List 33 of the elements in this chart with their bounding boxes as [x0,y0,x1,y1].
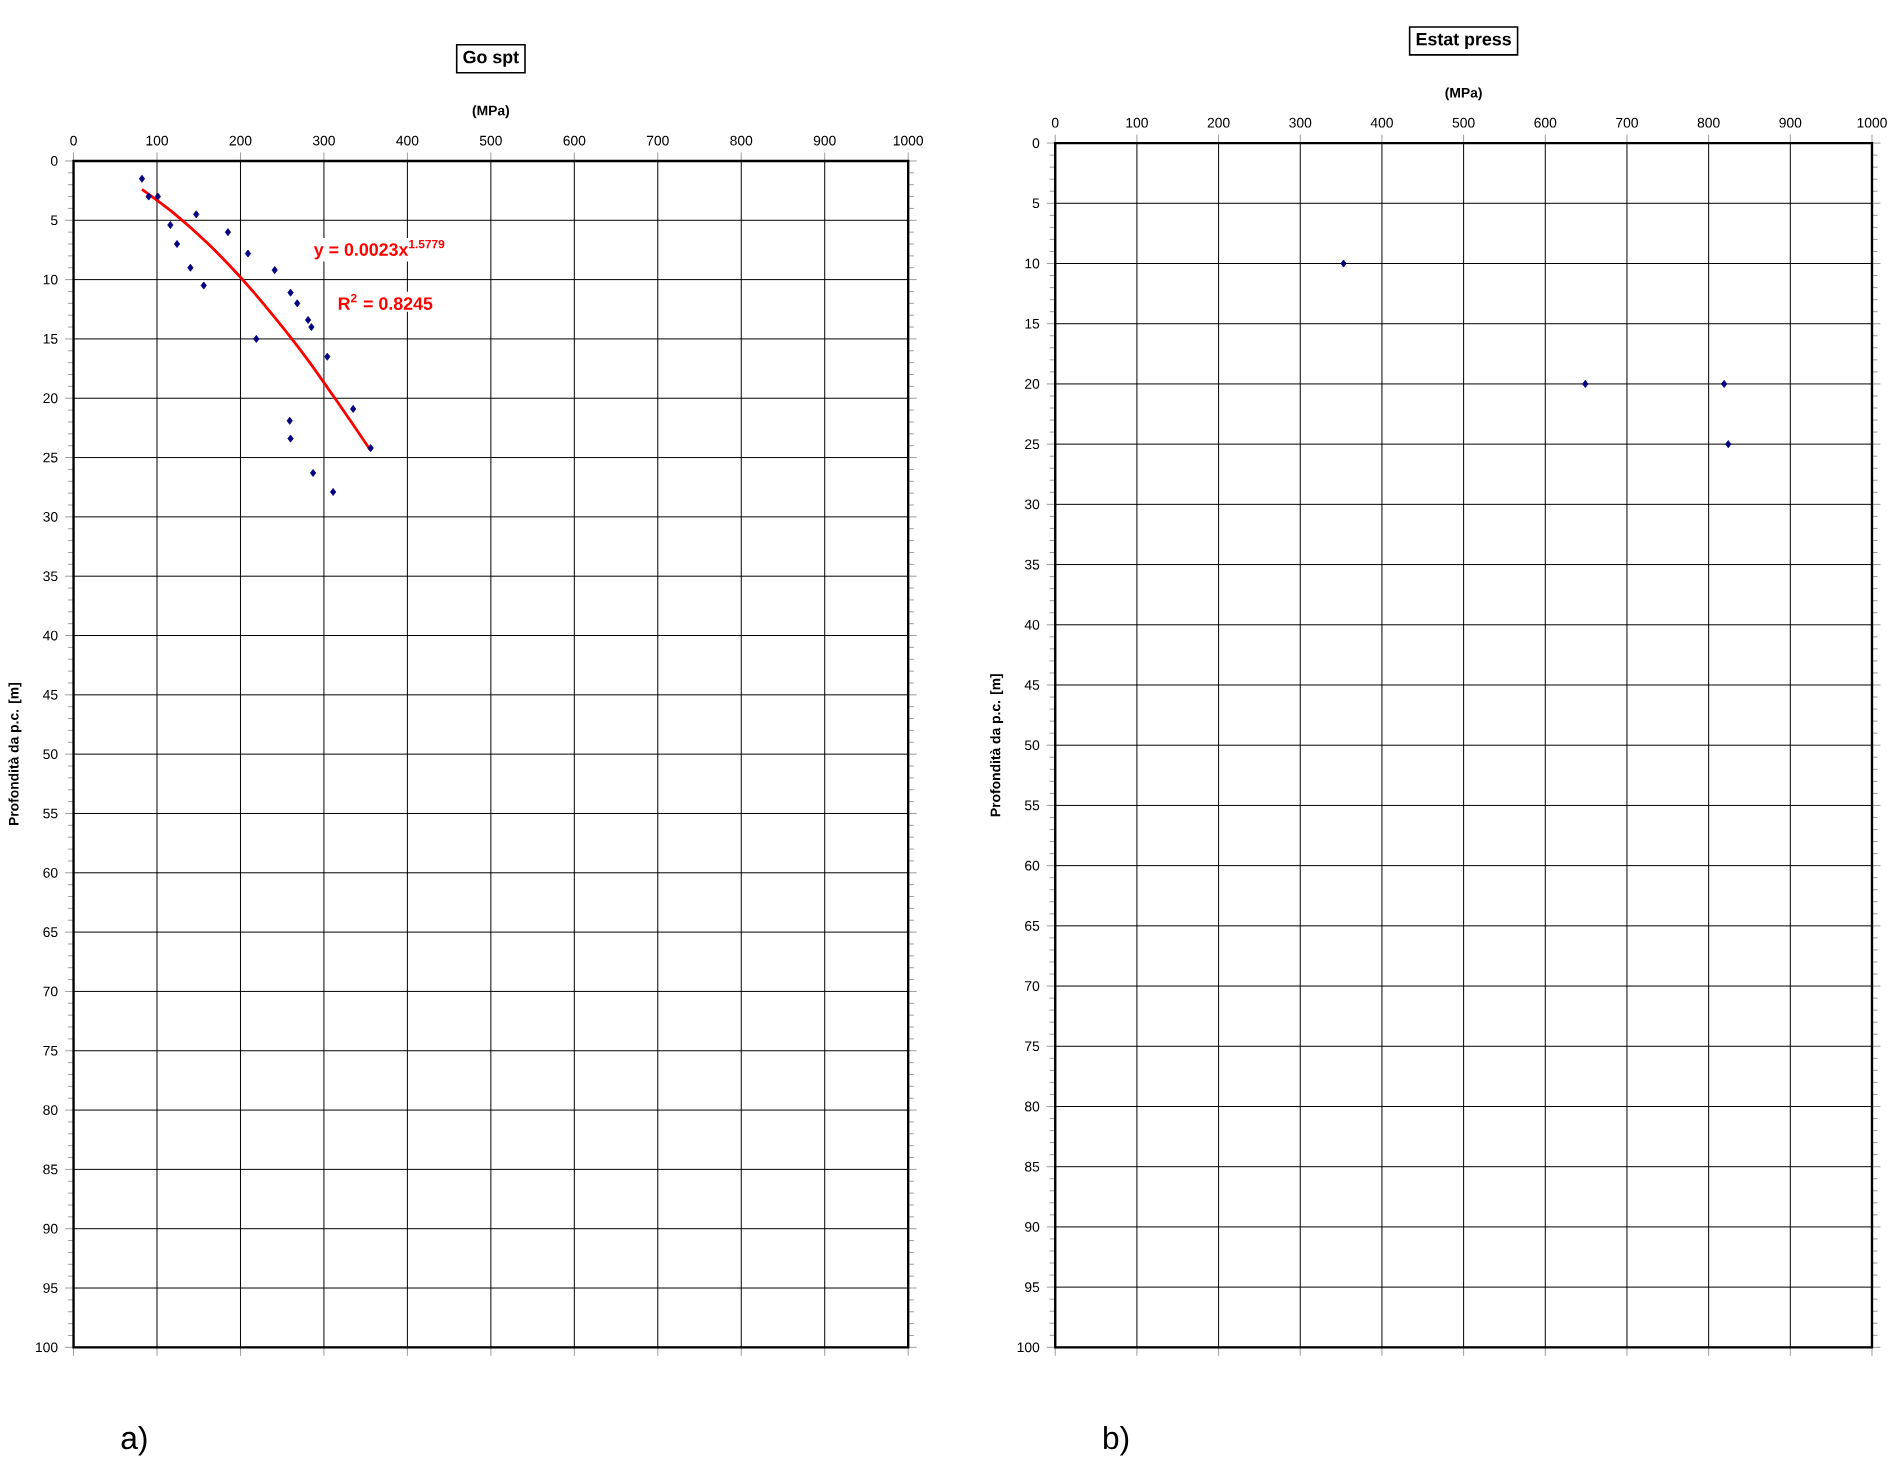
point [305,315,312,324]
text: b) [1104,1425,1129,1456]
annotation: R$^{2}$ = 0.8245 [338,293,433,310]
point [154,192,161,201]
point [287,434,294,443]
point [145,192,152,201]
point [1721,379,1728,388]
point [187,263,194,272]
point [244,249,252,258]
point [138,174,146,183]
point [1340,259,1347,268]
point [286,416,293,425]
point [310,468,317,477]
point [173,239,181,248]
point [271,265,278,274]
chart-title: Estat press [1416,32,1511,49]
point [287,288,294,297]
point [253,334,260,343]
point [193,210,200,219]
point [200,281,207,290]
point [167,220,174,229]
chart-title: Go spt [463,50,519,67]
point [330,487,337,496]
point [1582,379,1589,388]
point [324,352,331,361]
point [367,443,374,452]
point [350,404,357,413]
point [308,322,315,331]
point [294,299,301,308]
annotation: y = 0.0023x$^{1.5779}$ [313,239,445,260]
text: a) [121,1425,147,1456]
point [224,227,232,236]
point [1725,439,1732,448]
